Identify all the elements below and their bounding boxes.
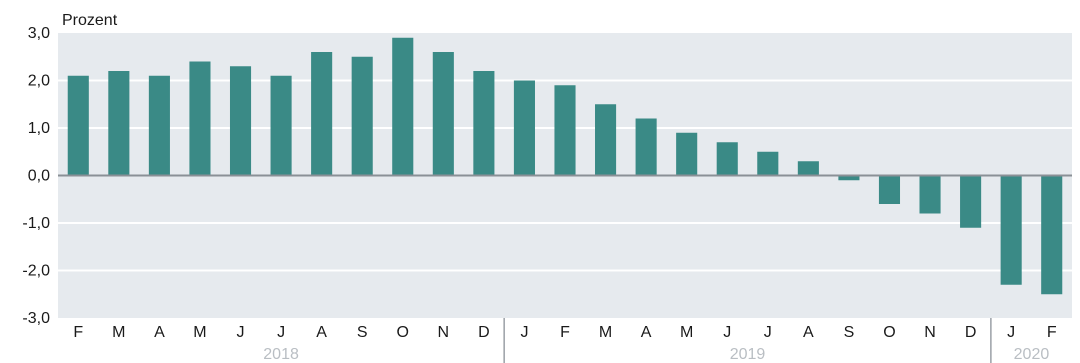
bar <box>311 52 333 176</box>
x-tick-label: M <box>599 324 612 341</box>
x-tick-label: J <box>723 324 731 341</box>
bar <box>229 66 252 176</box>
bar <box>392 37 414 176</box>
bar <box>1041 175 1063 295</box>
x-tick-label: N <box>438 324 450 341</box>
x-tick-label: A <box>641 324 652 341</box>
x-tick-label: O <box>883 324 895 341</box>
bar <box>797 161 819 176</box>
bar <box>716 142 738 176</box>
bar <box>838 175 860 181</box>
x-tick-label: S <box>357 324 368 341</box>
year-labels: 2018 2019 2020 <box>263 346 1049 363</box>
x-tick-label: J <box>277 324 285 341</box>
x-tick-label: M <box>680 324 693 341</box>
x-tick-label: F <box>560 324 570 341</box>
bars <box>67 37 1063 295</box>
x-tick-label: O <box>397 324 409 341</box>
bar <box>473 71 495 176</box>
bar <box>1000 175 1022 285</box>
bar <box>595 104 617 176</box>
y-axis-ticks: 3,0 2,0 1,0 0,0 -1,0 -2,0 -3,0 <box>22 25 50 327</box>
bar <box>676 132 698 176</box>
year-label: 2020 <box>1014 346 1050 363</box>
x-tick-label: A <box>154 324 165 341</box>
bar <box>67 75 89 176</box>
x-tick-label: J <box>520 324 528 341</box>
x-tick-label: S <box>844 324 855 341</box>
bar <box>148 75 170 176</box>
x-tick-label: M <box>112 324 125 341</box>
bar <box>554 85 576 176</box>
bar <box>878 175 901 204</box>
y-tick-label: 1,0 <box>28 120 50 137</box>
bar <box>635 118 657 176</box>
x-tick-label: A <box>316 324 327 341</box>
x-tick-label: D <box>965 324 977 341</box>
x-tick-label: D <box>478 324 490 341</box>
bar <box>757 151 779 176</box>
year-label: 2019 <box>730 346 766 363</box>
bar <box>919 175 941 214</box>
x-tick-label: F <box>1047 324 1057 341</box>
bar <box>351 56 373 176</box>
year-label: 2018 <box>263 346 299 363</box>
y-tick-label: -2,0 <box>22 263 50 280</box>
y-tick-label: -1,0 <box>22 215 50 232</box>
y-tick-label: -3,0 <box>22 310 50 327</box>
x-tick-label: N <box>924 324 936 341</box>
bar <box>270 75 292 176</box>
y-tick-label: 2,0 <box>28 73 50 90</box>
year-separators <box>503 318 992 363</box>
x-tick-label: J <box>764 324 772 341</box>
y-tick-label: 3,0 <box>28 25 50 42</box>
x-tick-label: A <box>803 324 814 341</box>
x-tick-label: J <box>237 324 245 341</box>
bar <box>960 175 982 228</box>
bar <box>108 71 130 176</box>
x-tick-label: F <box>73 324 83 341</box>
x-tick-label: J <box>1007 324 1015 341</box>
y-tick-label: 0,0 <box>28 168 50 185</box>
bar <box>432 52 454 176</box>
bar <box>189 61 211 176</box>
x-tick-label: M <box>193 324 206 341</box>
bar <box>513 80 535 176</box>
y-axis-unit-label: Prozent <box>62 12 118 29</box>
